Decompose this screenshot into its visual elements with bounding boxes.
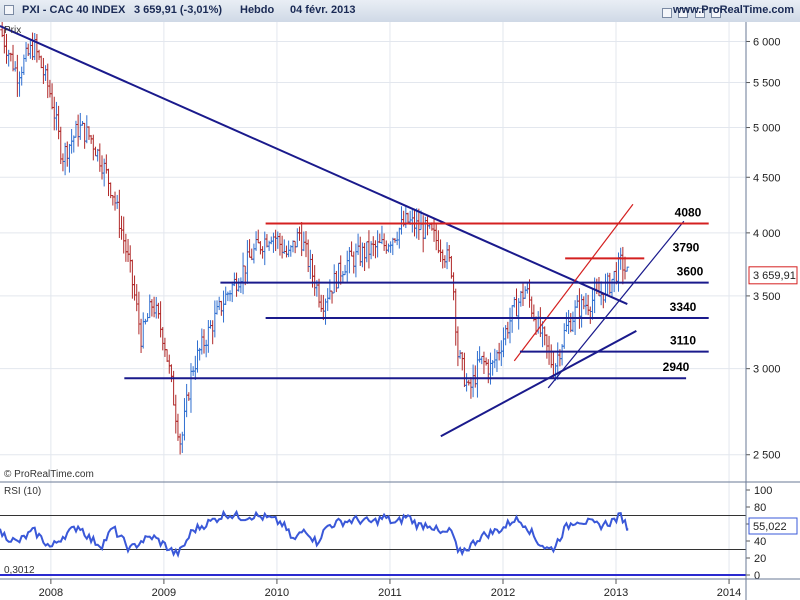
price-tick-label: 3 500 [753, 291, 781, 303]
level-lines: 4080 3790 3600 3340 3110 2940 [124, 206, 709, 380]
current-price-label: 3 659,91 [753, 270, 796, 282]
close-icon[interactable] [711, 8, 722, 18]
price-tick-label: 6 000 [753, 36, 781, 48]
rsi-current-tag: 55,022 [748, 517, 798, 535]
time-tick-label: 2013 [604, 587, 628, 599]
trend-line-downtrend [0, 25, 628, 305]
price-tick-label: 4 000 [753, 228, 781, 240]
current-price-tag: 3 659,91 [748, 266, 798, 285]
price-bars [0, 22, 630, 455]
rsi-tick-label: 20 [754, 553, 766, 565]
time-tick-label: 2011 [378, 587, 402, 599]
menu-icon[interactable] [4, 5, 14, 15]
window-controls [662, 5, 723, 18]
symbol-title: PXI - CAC 40 INDEX [22, 4, 126, 16]
level-label-3790: 3790 [673, 240, 700, 254]
copyright-label: © ProRealTime.com [4, 469, 94, 480]
price-tick-label: 5 500 [753, 78, 781, 90]
time-x-axis: 2008 2009 2010 2011 2012 2013 2014 [39, 579, 741, 599]
level-label-4080: 4080 [675, 206, 702, 220]
trend-line-channel-lower [547, 220, 685, 389]
rsi-line [0, 509, 629, 559]
time-tick-label: 2009 [152, 587, 176, 599]
price-tick-label: 5 000 [753, 123, 781, 135]
price-tick-label: 4 500 [753, 172, 781, 184]
restore-icon[interactable] [694, 8, 705, 18]
level-label-3340: 3340 [670, 300, 697, 314]
minimize-icon[interactable] [662, 8, 672, 18]
level-label-3600: 3600 [677, 265, 704, 279]
maximize-icon[interactable] [678, 8, 689, 18]
rsi-tick-label: 100 [754, 485, 772, 497]
quote-value: 3 659,91 (-3,01%) [134, 4, 223, 16]
price-tick-label: 3 000 [753, 364, 781, 376]
date-label: 04 févr. 2013 [290, 4, 356, 16]
price-y-axis: 2 500 3 000 3 500 4 000 4 500 5 000 5 500 6 000 [746, 36, 781, 462]
time-tick-label: 2012 [491, 587, 515, 599]
level-label-3110: 3110 [670, 334, 696, 348]
time-tick-label: 2010 [265, 587, 289, 599]
level-label-2940: 2940 [663, 360, 690, 374]
rsi-panel-label: RSI (10) [4, 486, 41, 497]
rsi-current-label: 55,022 [753, 521, 787, 533]
rsi-tick-label: 0 [754, 570, 760, 582]
price-grid [0, 22, 746, 579]
price-tick-label: 2 500 [753, 450, 781, 462]
chart-header: PXI - CAC 40 INDEX 3 659,91 (-3,01%) Heb… [0, 0, 800, 23]
time-tick-label: 2014 [717, 587, 741, 599]
site-link[interactable]: www.ProRealTime.com [672, 4, 794, 16]
time-tick-label: 2008 [39, 587, 63, 599]
rsi-tick-label: 80 [754, 502, 766, 514]
chart-canvas: 2 500 3 000 3 500 4 000 4 500 5 000 5 500 6 000… [0, 22, 800, 600]
rsi-bottom-label: 0,3012 [4, 565, 35, 576]
price-panel-label: Prix [4, 25, 21, 36]
rsi-tick-label: 40 [754, 536, 766, 548]
trend-line-support [440, 330, 637, 438]
rsi-series-line [0, 509, 629, 559]
period-label: Hebdo [240, 4, 275, 16]
